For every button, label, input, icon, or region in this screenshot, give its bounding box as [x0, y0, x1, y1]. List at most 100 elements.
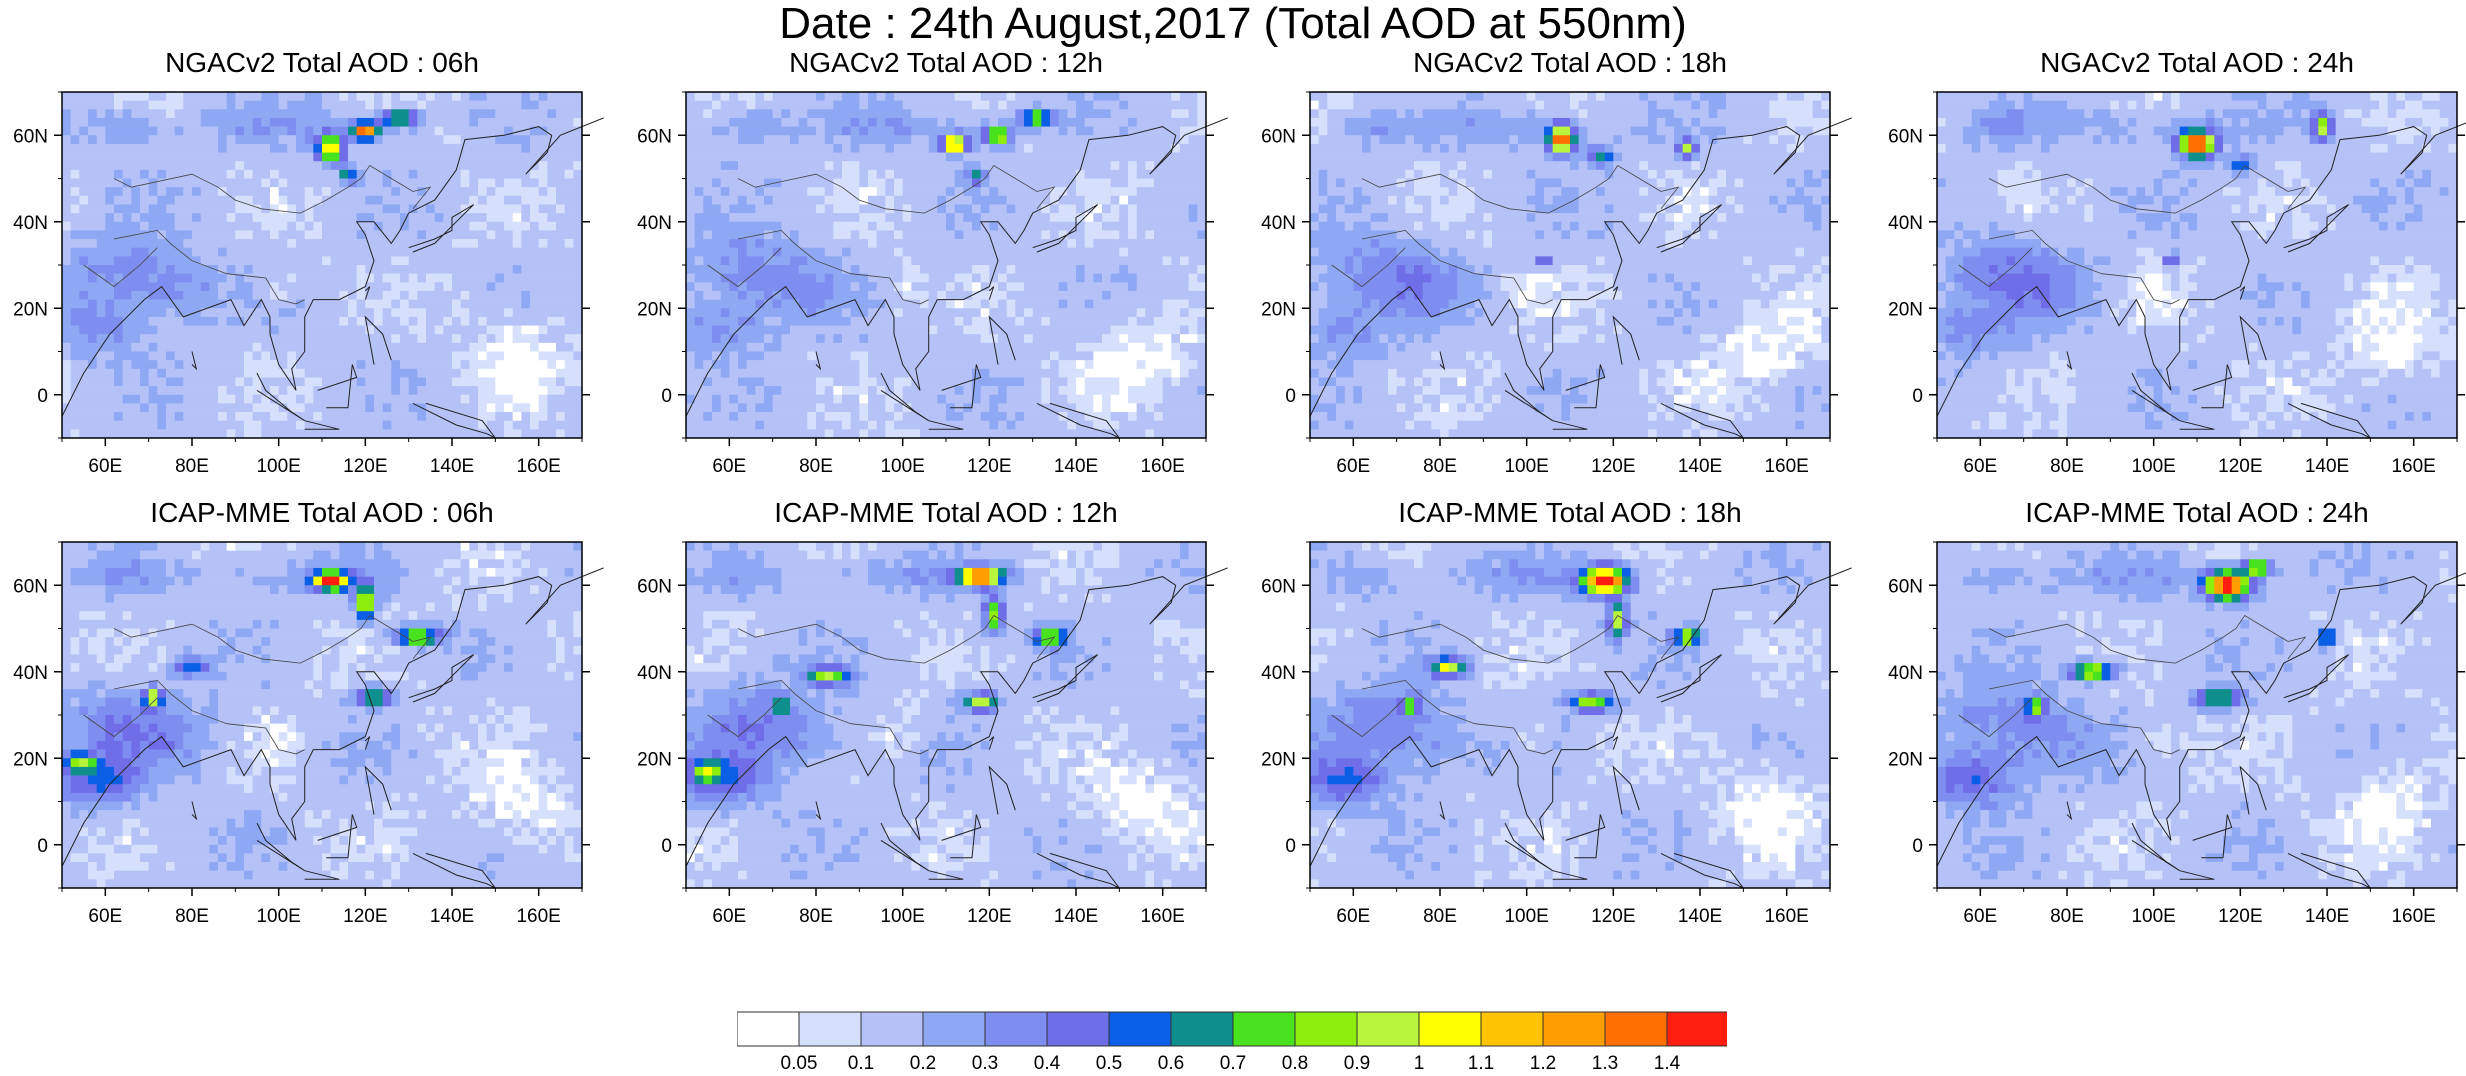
lon-tick-label: 60E: [1336, 456, 1370, 477]
colorbar-swatch: [1295, 1012, 1357, 1046]
lat-tick-label: 40N: [13, 663, 48, 684]
panel-title: NGACv2 Total AOD : 06h: [62, 48, 582, 78]
colorbar-level-label: 0.9: [1344, 1053, 1370, 1071]
colorbar-level-label: 1.4: [1654, 1053, 1681, 1071]
panel-title: ICAP-MME Total AOD : 18h: [1310, 498, 1830, 528]
lat-tick-label: 20N: [637, 749, 672, 770]
colorbar-swatch: [1419, 1012, 1481, 1046]
lon-tick-label: 100E: [880, 456, 924, 477]
lat-tick-label: 20N: [637, 299, 672, 320]
panel-title: ICAP-MME Total AOD : 06h: [62, 498, 582, 528]
lon-tick-label: 60E: [88, 906, 122, 927]
lon-tick-label: 80E: [799, 906, 833, 927]
colorbar-swatch: [1667, 1012, 1727, 1046]
lon-tick-label: 140E: [1054, 456, 1098, 477]
lon-tick-label: 140E: [2305, 456, 2349, 477]
colorbar-level-label: 0.3: [972, 1053, 998, 1071]
lon-tick-label: 160E: [1764, 456, 1808, 477]
lon-tick-label: 80E: [1423, 906, 1457, 927]
lon-tick-label: 100E: [256, 456, 300, 477]
lon-tick-label: 80E: [175, 456, 209, 477]
colorbar-swatch: [1171, 1012, 1233, 1046]
colorbar-level-label: 0.6: [1158, 1053, 1184, 1071]
lon-tick-label: 140E: [2305, 906, 2349, 927]
lon-tick-label: 100E: [880, 906, 924, 927]
lon-tick-label: 60E: [1963, 906, 1997, 927]
lon-tick-label: 140E: [430, 456, 474, 477]
colorbar-swatch: [1481, 1012, 1543, 1046]
panel-title: NGACv2 Total AOD : 24h: [1937, 48, 2457, 78]
lon-tick-label: 80E: [2050, 906, 2084, 927]
colorbar-swatch: [1047, 1012, 1109, 1046]
lat-tick-label: 40N: [637, 213, 672, 234]
lon-tick-label: 100E: [1504, 906, 1548, 927]
lat-tick-label: 20N: [13, 749, 48, 770]
lon-tick-label: 120E: [2218, 456, 2262, 477]
lon-tick-label: 160E: [2391, 906, 2435, 927]
lat-tick-label: 40N: [1888, 213, 1923, 234]
lon-tick-label: 80E: [799, 456, 833, 477]
lon-tick-label: 120E: [1591, 456, 1635, 477]
lon-tick-label: 60E: [1963, 456, 1997, 477]
colorbar-level-label: 1.1: [1468, 1053, 1494, 1071]
lon-tick-label: 80E: [1423, 456, 1457, 477]
lon-tick-label: 100E: [2131, 456, 2175, 477]
lat-tick-label: 0: [661, 836, 672, 857]
colorbar-swatch: [1357, 1012, 1419, 1046]
lat-tick-label: 40N: [1888, 663, 1923, 684]
colorbar-level-label: 1.3: [1592, 1053, 1618, 1071]
lon-tick-label: 160E: [1764, 906, 1808, 927]
lon-tick-label: 140E: [1678, 456, 1722, 477]
colorbar-swatch: [923, 1012, 985, 1046]
lat-tick-label: 0: [1912, 836, 1923, 857]
colorbar-level-label: 0.2: [910, 1053, 936, 1071]
lat-tick-label: 20N: [1261, 749, 1296, 770]
lon-tick-label: 160E: [516, 456, 560, 477]
lat-tick-label: 0: [1912, 386, 1923, 407]
lon-tick-label: 60E: [712, 456, 746, 477]
colorbar-level-label: 1: [1414, 1053, 1425, 1071]
colorbar-level-label: 0.05: [781, 1053, 818, 1071]
lon-tick-label: 120E: [343, 906, 387, 927]
panel-title: ICAP-MME Total AOD : 24h: [1937, 498, 2457, 528]
lat-tick-label: 40N: [1261, 213, 1296, 234]
lon-tick-label: 160E: [2391, 456, 2435, 477]
lat-tick-label: 60N: [1888, 576, 1923, 597]
colorbar-level-label: 0.7: [1220, 1053, 1246, 1071]
lat-tick-label: 60N: [13, 576, 48, 597]
lon-tick-label: 120E: [2218, 906, 2262, 927]
lat-tick-label: 20N: [1888, 749, 1923, 770]
lat-tick-label: 0: [37, 836, 48, 857]
colorbar-swatch: [985, 1012, 1047, 1046]
lon-tick-label: 140E: [1054, 906, 1098, 927]
colorbar-swatch: [1109, 1012, 1171, 1046]
lon-tick-label: 80E: [175, 906, 209, 927]
colorbar-level-label: 0.8: [1282, 1053, 1308, 1071]
colorbar-level-label: 1.2: [1530, 1053, 1556, 1071]
lon-tick-label: 100E: [1504, 456, 1548, 477]
lon-tick-label: 120E: [343, 456, 387, 477]
colorbar-swatch: [1543, 1012, 1605, 1046]
lon-tick-label: 60E: [1336, 906, 1370, 927]
lon-tick-label: 160E: [1140, 456, 1184, 477]
lon-tick-label: 60E: [88, 456, 122, 477]
lon-tick-label: 80E: [2050, 456, 2084, 477]
lon-tick-label: 100E: [256, 906, 300, 927]
lat-tick-label: 0: [1285, 836, 1296, 857]
panel-title: ICAP-MME Total AOD : 12h: [686, 498, 1206, 528]
lat-tick-label: 20N: [1888, 299, 1923, 320]
colorbar-swatch: [1605, 1012, 1667, 1046]
